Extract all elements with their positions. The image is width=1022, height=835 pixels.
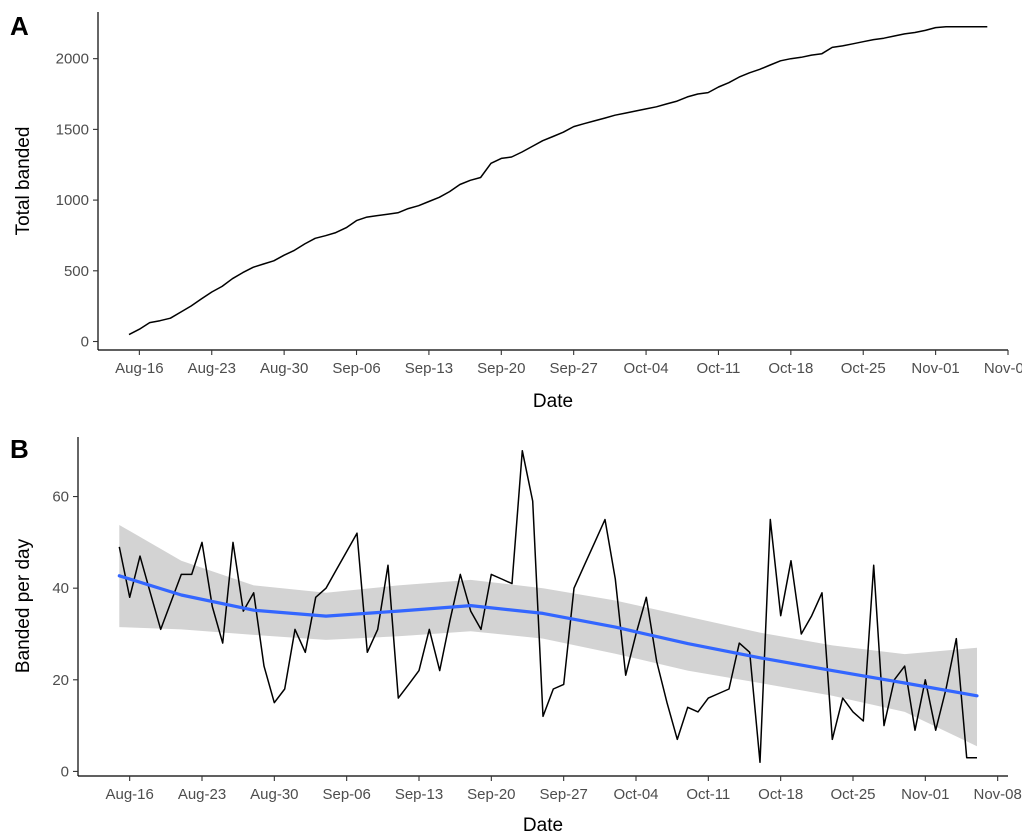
panel-a-x-tick-label: Oct-25 <box>841 360 886 377</box>
panel-a-x-tick-label: Aug-30 <box>260 360 308 377</box>
panel-b-x-tick-label: Oct-18 <box>758 786 803 803</box>
panel-b-x-tick-label: Nov-01 <box>901 786 949 803</box>
panel-a-y-tick-label: 500 <box>64 263 89 280</box>
panel-b-x-tick-label: Aug-30 <box>250 786 298 803</box>
panel-a: A 0 500 1000 1500 2000 Aug-16 Aug-23 Aug-30 Sep… <box>10 11 1022 412</box>
panel-b-x-tick-label: Oct-04 <box>613 786 658 803</box>
panel-b-y-tick-label: 20 <box>52 672 69 689</box>
panel-b-confidence-band <box>119 525 978 747</box>
panel-a-y-tick-label: 0 <box>81 334 89 351</box>
panel-a-x-tick-label: Sep-06 <box>332 360 380 377</box>
panel-a-y-tick-label: 1000 <box>56 192 89 209</box>
panel-a-x-tick-label: Oct-11 <box>697 360 741 377</box>
panel-b: B 0 20 40 60 Aug-16 Aug-23 Aug-30 Sep-06 Sep-13… <box>10 434 1022 835</box>
panel-a-x-axis-title: Date <box>533 391 573 412</box>
panel-b-x-tick-label: Aug-16 <box>105 786 153 803</box>
panel-a-label: A <box>10 11 29 41</box>
panel-a-x-tick-label: Sep-27 <box>549 360 597 377</box>
panel-a-x-tick-label: Aug-23 <box>188 360 236 377</box>
panel-a-x-tick-label: Oct-04 <box>624 360 669 377</box>
panel-a-x-tick-label: Aug-16 <box>115 360 163 377</box>
panel-a-data-line <box>128 26 988 336</box>
panel-b-x-tick-label: Sep-20 <box>467 786 515 803</box>
panel-b-x-tick-label: Sep-06 <box>322 786 370 803</box>
panel-b-x-tick-label: Oct-25 <box>830 786 875 803</box>
panel-b-data-line <box>118 449 977 764</box>
panel-b-x-tick-label: Oct-11 <box>686 786 730 803</box>
panel-a-x-tick-label: Oct-18 <box>768 360 813 377</box>
panel-b-x-tick-label: Sep-13 <box>395 786 443 803</box>
panel-b-y-tick-label: 0 <box>61 763 69 780</box>
panel-a-series <box>128 26 988 336</box>
panel-b-x-tick-label: Aug-23 <box>178 786 226 803</box>
panel-a-x-tick-label: Nov-01 <box>911 360 959 377</box>
panel-a-x-tick-label: Nov-08 <box>984 360 1022 377</box>
panel-b-x-axis-title: Date <box>523 815 563 835</box>
panel-a-y-tick-label: 2000 <box>56 51 89 68</box>
panel-b-x-tick-label: Sep-27 <box>539 786 587 803</box>
panel-b-y-axis-title: Banded per day <box>13 538 34 673</box>
panel-a-x-tick-label: Sep-20 <box>477 360 525 377</box>
panel-b-y-tick-label: 60 <box>52 489 69 506</box>
panel-b-label: B <box>10 434 29 464</box>
panel-b-x-tick-label: Nov-08 <box>973 786 1021 803</box>
panel-a-x-tick-label: Sep-13 <box>405 360 453 377</box>
panel-b-y-tick-label: 40 <box>52 580 69 597</box>
panel-a-y-axis-title: Total banded <box>13 127 34 236</box>
panel-b-series <box>117 449 979 764</box>
panel-a-y-tick-label: 1500 <box>56 121 89 138</box>
panel-b-smooth-line <box>117 574 979 698</box>
